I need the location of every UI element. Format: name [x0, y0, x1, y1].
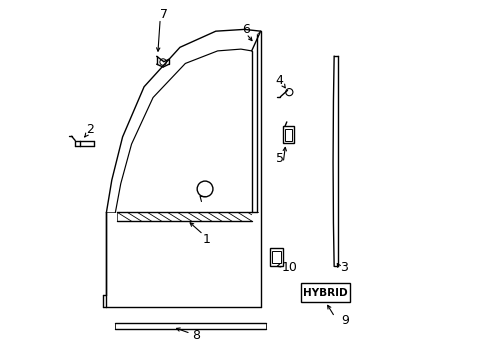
Bar	[283, 126, 293, 143]
Text: 2: 2	[85, 123, 93, 136]
Bar	[271, 251, 280, 263]
Text: 3: 3	[340, 261, 347, 274]
Bar	[285, 129, 291, 140]
Text: 8: 8	[192, 329, 200, 342]
Text: 7: 7	[160, 8, 167, 21]
Text: HYBRID: HYBRID	[302, 288, 347, 298]
Text: 6: 6	[242, 23, 250, 36]
Text: 4: 4	[275, 74, 283, 87]
Text: 10: 10	[281, 261, 297, 274]
Text: 9: 9	[340, 314, 348, 327]
Text: 5: 5	[275, 152, 283, 165]
Text: 1: 1	[203, 233, 210, 246]
Bar	[269, 248, 283, 266]
